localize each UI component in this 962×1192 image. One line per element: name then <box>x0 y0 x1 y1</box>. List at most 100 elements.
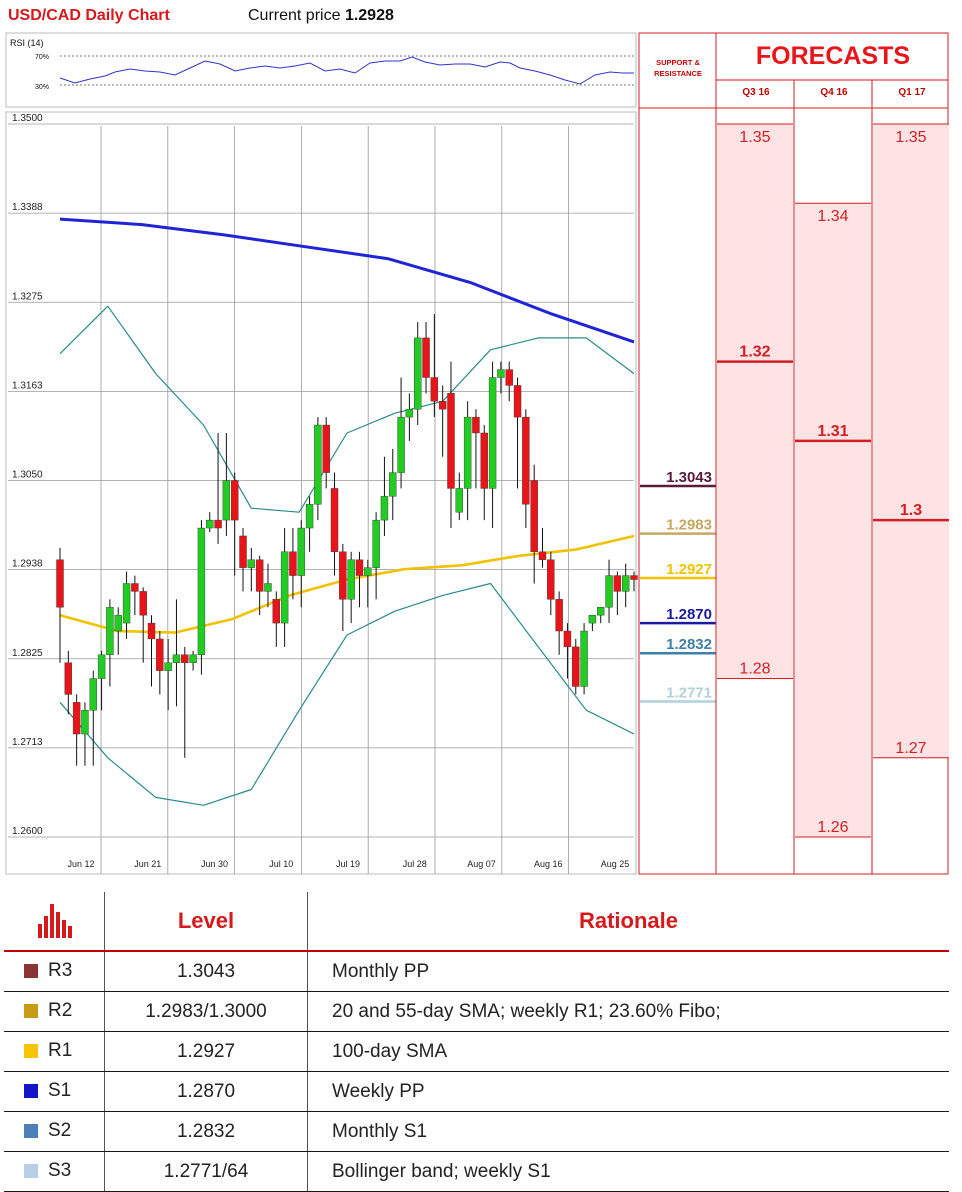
level-header: Level <box>104 892 308 952</box>
candle-body <box>530 480 538 553</box>
y-tick-label: 1.2938 <box>12 559 43 570</box>
candle-body <box>380 496 389 521</box>
sr-level-label: 1.2832 <box>666 636 712 653</box>
level-rationale: 100-day SMA <box>307 1031 949 1072</box>
y-tick-label: 1.3275 <box>12 291 43 302</box>
date-axis: Jun 12 Jun 21 Jun 30 Jul 10 Jul 19 Jul 28 Aug … <box>67 859 629 869</box>
level-color-swatch <box>24 964 38 979</box>
level-code: S1 <box>48 1080 72 1102</box>
sr-levels: 1.3043 1.2983 1.2927 1.2870 1.2832 1.2771 <box>640 469 716 703</box>
candle-body <box>580 630 588 687</box>
rationale-header-text: Rationale <box>578 908 679 933</box>
x-tick-label: Aug 07 <box>467 859 496 869</box>
forecast-range-bar <box>717 124 793 679</box>
candle-body <box>347 559 355 600</box>
level-code: S3 <box>48 1160 72 1182</box>
table-row: R1 1.2927 100-day SMA <box>4 1031 949 1072</box>
bar-chart-icon <box>38 904 72 938</box>
forecast-col-q1-17: Q1 17 <box>898 87 926 98</box>
candle-body <box>447 393 455 489</box>
level-rationale: Monthly PP <box>307 951 949 992</box>
y-tick-label: 1.3388 <box>12 202 43 213</box>
candle-body <box>164 662 172 671</box>
forecast-ranges: 1.35 1.32 1.28 1.34 1.31 1.26 1.35 1.3 1.27 <box>717 123 949 838</box>
forecast-range-bar <box>873 124 949 758</box>
current-price-value: 1.2928 <box>344 7 394 24</box>
level-code-cell: S3 <box>4 1151 105 1192</box>
y-tick-label: 1.3050 <box>12 470 43 481</box>
candle-body <box>538 551 547 560</box>
candle-body <box>355 559 364 576</box>
forecast-range-bar <box>795 203 871 837</box>
x-tick-label: Jul 19 <box>336 859 360 869</box>
level-value: 1.2832 <box>104 1111 308 1152</box>
candle-body <box>314 424 322 505</box>
x-tick-label: Jun 30 <box>201 859 228 869</box>
candle-body <box>147 622 156 640</box>
candle-body <box>206 519 214 529</box>
level-code: S2 <box>48 1120 72 1142</box>
overlay-100-day-sma <box>59 534 635 634</box>
level-code-cell: R2 <box>4 991 105 1032</box>
candle-body <box>289 551 297 576</box>
candle-body <box>89 678 97 711</box>
forecast-mid-label: 1.3 <box>900 502 922 519</box>
candle-body <box>172 654 181 663</box>
candle-body <box>397 416 405 473</box>
level-value: 1.3043 <box>104 951 308 992</box>
sr-level-label: 1.2983 <box>666 517 712 534</box>
chart-title: USD/CAD Daily Chart <box>8 7 170 24</box>
level-code-cell: R3 <box>4 951 105 992</box>
candle-body <box>613 575 622 592</box>
candle-body <box>497 369 505 378</box>
overlay-lower-bollinger <box>59 582 635 806</box>
candle-body <box>572 646 580 687</box>
forecast-high-label: 1.34 <box>817 208 848 225</box>
rationale-header: Rationale <box>307 892 949 952</box>
table-row: S3 1.2771/64 Bollinger band; weekly S1 <box>4 1151 949 1192</box>
candle-body <box>247 559 256 568</box>
level-code-cell: R1 <box>4 1031 105 1072</box>
candle-body <box>505 369 513 386</box>
candle-body <box>131 583 139 592</box>
candle-body <box>297 527 305 576</box>
candle-body <box>588 614 597 624</box>
level-code: R1 <box>48 1040 73 1062</box>
forecast-low-label: 1.26 <box>817 819 848 836</box>
x-tick-label: Jun 12 <box>67 859 94 869</box>
candle-body <box>280 551 289 624</box>
y-tick-label: 1.2600 <box>12 826 43 837</box>
level-value: 1.2983/1.3000 <box>104 991 308 1032</box>
forecast-col-q3-16: Q3 16 <box>742 87 770 98</box>
chart-canvas: RSI (14) 70% 30% 1.3500 1.3388 1.3275 1.316… <box>5 32 949 875</box>
sr-level-label: 1.2870 <box>666 606 712 623</box>
candle-body <box>114 614 122 632</box>
sr-header: SUPPORT & RESISTANCE <box>654 58 702 78</box>
candle-body <box>156 638 164 671</box>
candle-body <box>272 599 280 624</box>
y-tick-label: 1.2713 <box>12 737 43 748</box>
level-rationale: Bollinger band; weekly S1 <box>307 1151 949 1192</box>
candle-body <box>480 432 488 489</box>
candle-body <box>563 630 572 648</box>
candle-body <box>139 591 147 616</box>
candle-body <box>72 702 81 735</box>
candle-body <box>472 416 480 434</box>
table-row: S2 1.2832 Monthly S1 <box>4 1111 949 1152</box>
level-color-swatch <box>24 1164 38 1179</box>
candle-body <box>430 377 439 402</box>
candle-body <box>255 559 264 592</box>
candle-body <box>322 424 330 473</box>
level-rationale: 20 and 55-day SMA; weekly R1; 23.60% Fib… <box>307 991 949 1032</box>
y-tick-label: 1.3500 <box>12 113 43 124</box>
forecast-mid-label: 1.32 <box>739 344 770 361</box>
candle-body <box>364 567 372 576</box>
level-rationale: Weekly PP <box>307 1071 949 1112</box>
level-color-swatch <box>24 1124 38 1139</box>
level-code-cell: S1 <box>4 1071 105 1112</box>
candle-body <box>305 504 314 529</box>
forecast-mid-label: 1.31 <box>817 423 848 440</box>
candle-body <box>230 480 239 521</box>
candle-body <box>122 583 131 624</box>
x-tick-label: Aug 25 <box>601 859 630 869</box>
